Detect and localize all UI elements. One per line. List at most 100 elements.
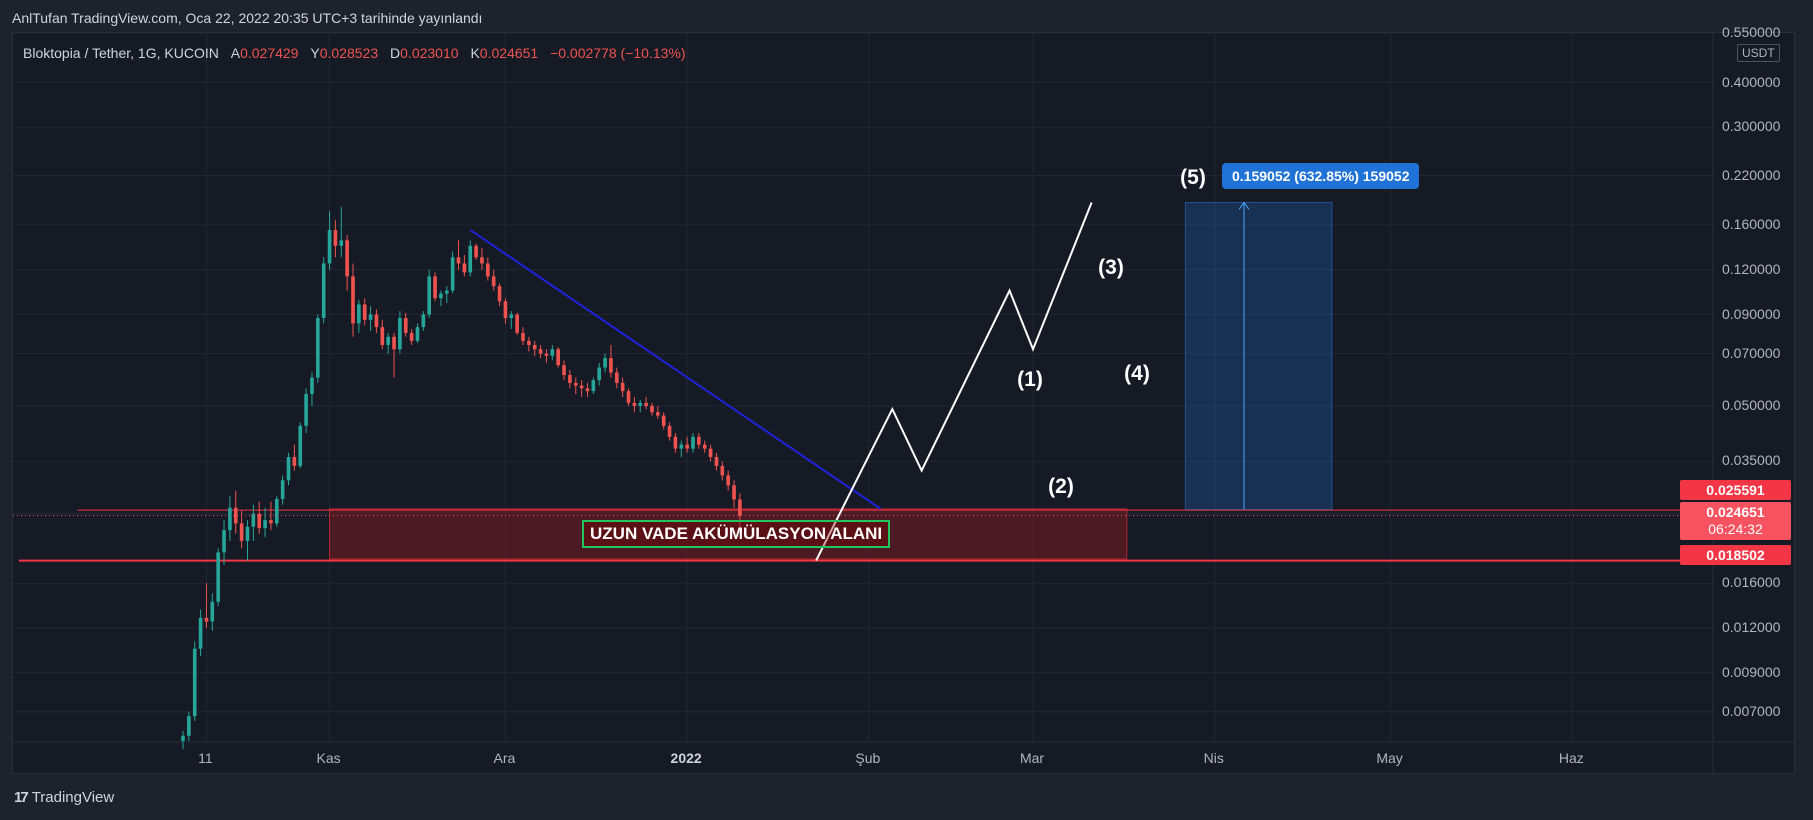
candle-body — [614, 372, 619, 383]
currency-button[interactable]: USDT — [1737, 44, 1780, 62]
wave-label-2[interactable]: (2) — [1048, 475, 1074, 498]
candle-body — [486, 263, 490, 277]
candle-body — [480, 257, 484, 264]
wave-label-1[interactable]: (1) — [1017, 368, 1043, 391]
candle-body — [257, 513, 262, 529]
candle-body — [474, 245, 478, 258]
candle-body — [444, 290, 449, 294]
symbol-name[interactable]: Bloktopia / Tether, 1G, KUCOIN — [23, 45, 219, 61]
candle-body — [222, 530, 226, 553]
candle-body — [392, 336, 396, 350]
y-tick-label: 0.070000 — [1722, 344, 1781, 361]
candle-body — [286, 457, 291, 481]
candle-body — [228, 507, 232, 531]
candle-body — [585, 388, 590, 392]
candle-body — [427, 276, 432, 315]
publisher-header: AnlTufan TradingView.com, Oca 22, 2022 2… — [12, 10, 483, 26]
price-tag-last: 0.024651 06:24:32 — [1680, 502, 1791, 540]
candle-body — [697, 436, 701, 445]
target-arrow-head — [1238, 201, 1250, 210]
open-key: A — [230, 45, 241, 61]
candle-body — [263, 520, 267, 529]
target-projection-box — [1184, 201, 1333, 510]
y-tick-label: 0.550000 — [1722, 24, 1781, 40]
candle-body — [573, 382, 578, 386]
x-tick-label: Ara — [493, 750, 516, 766]
candle-body — [714, 457, 719, 466]
candle-body — [738, 499, 742, 516]
candle-body — [503, 301, 508, 319]
candle-body — [403, 318, 408, 333]
target-projection-label[interactable]: 0.159052 (632.85%) 159052 — [1222, 163, 1420, 189]
x-tick-label: May — [1376, 750, 1403, 766]
candle-body — [304, 393, 308, 426]
candle-body — [280, 480, 285, 499]
candle-body — [245, 526, 250, 541]
candle-body — [603, 358, 607, 368]
candle-body — [380, 327, 385, 345]
close-key: K — [470, 45, 480, 61]
candle-body — [269, 520, 273, 524]
candle-body — [333, 229, 338, 246]
candle-body — [374, 314, 379, 328]
candle-body — [298, 425, 303, 466]
candle-body — [726, 475, 730, 486]
candle-body — [204, 617, 209, 622]
candle-body — [292, 457, 297, 466]
y-tick-label: 0.090000 — [1722, 305, 1781, 322]
elliott-wave-path — [815, 202, 1093, 562]
last-price-value: 0.024651 — [1706, 504, 1765, 520]
candle-body — [316, 318, 320, 378]
candle-body — [562, 365, 566, 376]
wave-label-4[interactable]: (4) — [1124, 362, 1150, 385]
candle-body — [644, 402, 648, 406]
tradingview-logo[interactable]: 17 TradingView — [14, 789, 114, 806]
candle-body — [351, 276, 355, 324]
candle-body — [450, 257, 455, 291]
candle-body — [239, 523, 244, 541]
candle-body — [521, 332, 525, 341]
low-value: 0.023010 — [400, 45, 459, 61]
candle-body — [532, 344, 537, 350]
candle-body — [415, 327, 420, 341]
candle-body — [339, 240, 344, 246]
candle-body — [550, 349, 555, 356]
accumulation-zone-label[interactable]: UZUN VADE AKÜMÜLASYON ALANI — [582, 520, 891, 548]
candle-body — [433, 276, 437, 299]
candle-body — [409, 332, 414, 341]
candle-body — [233, 507, 238, 524]
wave-label-3[interactable]: (3) — [1098, 256, 1124, 279]
candle-body — [386, 336, 390, 345]
candle-body — [515, 314, 519, 333]
candle-body — [720, 465, 725, 476]
candle-body — [667, 425, 672, 437]
chart-plot[interactable] — [13, 33, 1796, 775]
candle-body — [398, 318, 402, 350]
y-tick-label: 0.012000 — [1722, 618, 1781, 635]
candle-body — [216, 552, 220, 602]
chart-frame[interactable] — [12, 32, 1796, 775]
x-tick-label: Kas — [316, 750, 341, 766]
candle-body — [274, 498, 279, 524]
candle-body — [251, 513, 256, 527]
accumulation-zone — [329, 508, 1128, 560]
symbol-legend: Bloktopia / Tether, 1G, KUCOIN A0.027429… — [23, 45, 686, 61]
wave-label-5[interactable]: (5) — [1180, 166, 1206, 189]
candle-body — [362, 304, 367, 320]
y-tick-label: 0.035000 — [1722, 452, 1781, 469]
change-value: −0.002778 (−10.13%) — [550, 45, 686, 61]
high-key: Y — [310, 45, 320, 61]
candle-body — [544, 353, 549, 356]
y-tick-label: 0.009000 — [1722, 663, 1781, 680]
candle-body — [679, 444, 684, 449]
price-tag-resistance: 0.025591 — [1680, 480, 1791, 500]
x-tick-label: Nis — [1203, 750, 1224, 766]
candle-body — [310, 377, 314, 394]
candle-body — [187, 716, 191, 736]
candle-body — [509, 314, 514, 319]
tradingview-brand: TradingView — [31, 789, 115, 806]
candle-body — [491, 276, 496, 287]
candle-body — [609, 358, 613, 373]
x-tick-label: 2022 — [670, 750, 702, 766]
y-tick-label: 0.016000 — [1722, 574, 1781, 591]
